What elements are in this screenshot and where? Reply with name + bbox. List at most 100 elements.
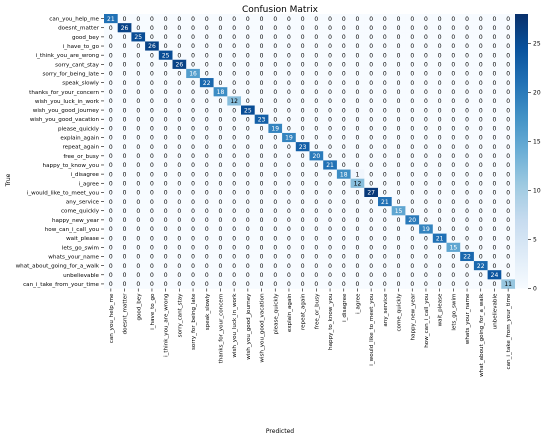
heatmap-cell — [199, 270, 214, 280]
heatmap-cell — [268, 242, 283, 253]
cell-value-label: 0 — [150, 153, 154, 160]
heatmap-cell — [213, 32, 228, 42]
heatmap-cell — [104, 251, 118, 262]
cell-value-label: 0 — [356, 71, 360, 78]
heatmap-cell — [460, 215, 475, 225]
heatmap-cell — [145, 279, 160, 289]
heatmap-cell — [145, 50, 160, 61]
heatmap-cell — [364, 123, 379, 134]
heatmap-cell — [378, 261, 392, 271]
cell-value-label: 0 — [397, 116, 401, 123]
cell-value-label: 0 — [314, 25, 318, 32]
heatmap-cell — [309, 187, 324, 198]
heatmap-cell — [131, 32, 146, 42]
heatmap-cell — [213, 169, 228, 179]
heatmap-cell — [199, 279, 214, 289]
cell-value-label: 0 — [493, 190, 497, 197]
cell-value-label: 0 — [506, 263, 510, 270]
cell-value-label: 0 — [465, 245, 469, 252]
cell-value-label: 0 — [301, 226, 305, 233]
cell-value-label: 0 — [232, 190, 236, 197]
heatmap-cell — [501, 187, 516, 198]
heatmap-cell — [419, 197, 434, 207]
heatmap-cell — [186, 68, 201, 79]
cell-value-label: 0 — [410, 272, 414, 279]
heatmap-cell — [172, 169, 187, 179]
cell-value-label: 0 — [328, 263, 332, 270]
cell-value-label: 0 — [219, 25, 223, 32]
cell-value-label: 0 — [232, 89, 236, 96]
heatmap-cell — [254, 197, 269, 207]
cell-value-label: 0 — [219, 190, 223, 197]
cell-value-label: 0 — [177, 52, 181, 59]
cell-value-label: 18 — [340, 171, 348, 178]
heatmap-cell — [323, 105, 338, 115]
cell-value-label: 0 — [356, 34, 360, 41]
heatmap-cell — [172, 23, 187, 33]
heatmap-cell — [419, 78, 434, 88]
heatmap-cell — [199, 87, 214, 97]
cell-value-label: 0 — [342, 71, 346, 78]
heatmap-cell — [282, 178, 297, 189]
cell-value-label: 0 — [314, 144, 318, 151]
cell-value-label: 0 — [205, 71, 209, 78]
cell-value-label: 0 — [109, 34, 113, 41]
heatmap-cell — [241, 242, 255, 253]
cell-value-label: 0 — [465, 263, 469, 270]
heatmap-cell — [213, 233, 228, 244]
cell-value-label: 0 — [136, 43, 140, 50]
cell-value-label: 0 — [342, 254, 346, 261]
heatmap-cell — [405, 233, 420, 244]
heatmap-cell — [282, 215, 297, 225]
cell-value-label: 0 — [314, 80, 318, 87]
heatmap-cell — [460, 169, 475, 179]
heatmap-cell — [213, 251, 228, 262]
heatmap-cell — [295, 78, 310, 88]
heatmap-cell — [309, 160, 324, 170]
cell-value-label: 0 — [465, 217, 469, 224]
cell-value-label: 0 — [232, 153, 236, 160]
heatmap-cell — [268, 23, 283, 33]
cell-value-label: 0 — [191, 25, 195, 32]
heatmap-cell — [350, 41, 365, 51]
heatmap-cell — [336, 132, 351, 143]
cell-value-label: 19 — [271, 126, 279, 133]
cell-value-label: 0 — [479, 126, 483, 133]
cell-value-label: 0 — [260, 71, 264, 78]
heatmap-cell — [145, 123, 160, 134]
cell-value-label: 0 — [493, 62, 497, 69]
heatmap-cell — [282, 41, 297, 51]
heatmap-cell — [309, 123, 324, 134]
cell-value-label: 0 — [191, 16, 195, 23]
cell-value-label: 0 — [150, 71, 154, 78]
cell-value-label: 24 — [491, 272, 499, 279]
cell-value-label: 0 — [260, 208, 264, 215]
cell-value-label: 0 — [383, 180, 387, 187]
cell-value-label: 0 — [232, 135, 236, 142]
heatmap-cell — [295, 132, 310, 143]
cell-value-label: 0 — [438, 25, 442, 32]
cell-value-label: 0 — [136, 135, 140, 142]
heatmap-cell — [199, 50, 214, 61]
heatmap-cell — [446, 178, 461, 189]
cell-value-label: 22 — [463, 254, 471, 261]
heatmap-cell — [473, 14, 488, 24]
heatmap-cell — [131, 242, 146, 253]
heatmap-cell — [323, 251, 338, 262]
heatmap-cell — [378, 96, 392, 106]
cell-value-label: 0 — [109, 52, 113, 59]
cell-value-label: 0 — [150, 135, 154, 142]
heatmap-cell — [378, 123, 392, 134]
heatmap-cell — [199, 23, 214, 33]
heatmap-cell — [405, 50, 420, 61]
cell-value-label: 0 — [301, 34, 305, 41]
cell-value-label: 0 — [356, 254, 360, 261]
heatmap-cell — [241, 59, 255, 70]
x-tick-label: lets_go_swim — [451, 294, 457, 331]
heatmap-cell — [282, 50, 297, 61]
heatmap-cell — [186, 32, 201, 42]
cell-value-label: 0 — [383, 25, 387, 32]
cell-value-label: 0 — [301, 62, 305, 69]
